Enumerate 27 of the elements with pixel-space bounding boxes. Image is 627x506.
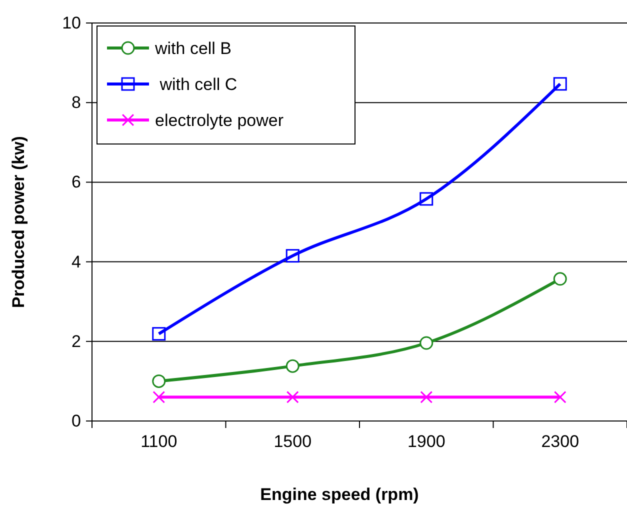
legend-label: with cell C (155, 75, 238, 94)
point (286, 359, 300, 373)
x-axis-title: Engine speed (rpm) (260, 485, 419, 504)
point (554, 391, 566, 404)
x-tick-label: 2300 (541, 432, 580, 452)
legend-label: with cell B (154, 39, 232, 58)
point (553, 77, 567, 91)
point (420, 192, 434, 206)
x-tick-label: 1900 (407, 432, 446, 452)
point (553, 272, 567, 286)
legend-label: electrolyte power (155, 111, 284, 130)
point (420, 336, 434, 350)
point (152, 391, 165, 404)
y-tick-label: 2 (72, 332, 81, 351)
y-tick-label: 6 (72, 172, 81, 192)
y-tick-label: 10 (62, 13, 81, 32)
point (152, 374, 166, 388)
y-axis-title: Produced power (kw) (9, 136, 28, 308)
y-tick-label: 0 (72, 411, 81, 430)
x-tick-label: 1500 (274, 432, 312, 452)
point (286, 391, 299, 404)
y-tick-label: 4 (72, 252, 81, 272)
x-tick-label: 1100 (140, 432, 178, 452)
y-tick-label: 8 (72, 93, 81, 112)
point (286, 249, 300, 263)
point (152, 327, 166, 341)
point (420, 391, 432, 404)
